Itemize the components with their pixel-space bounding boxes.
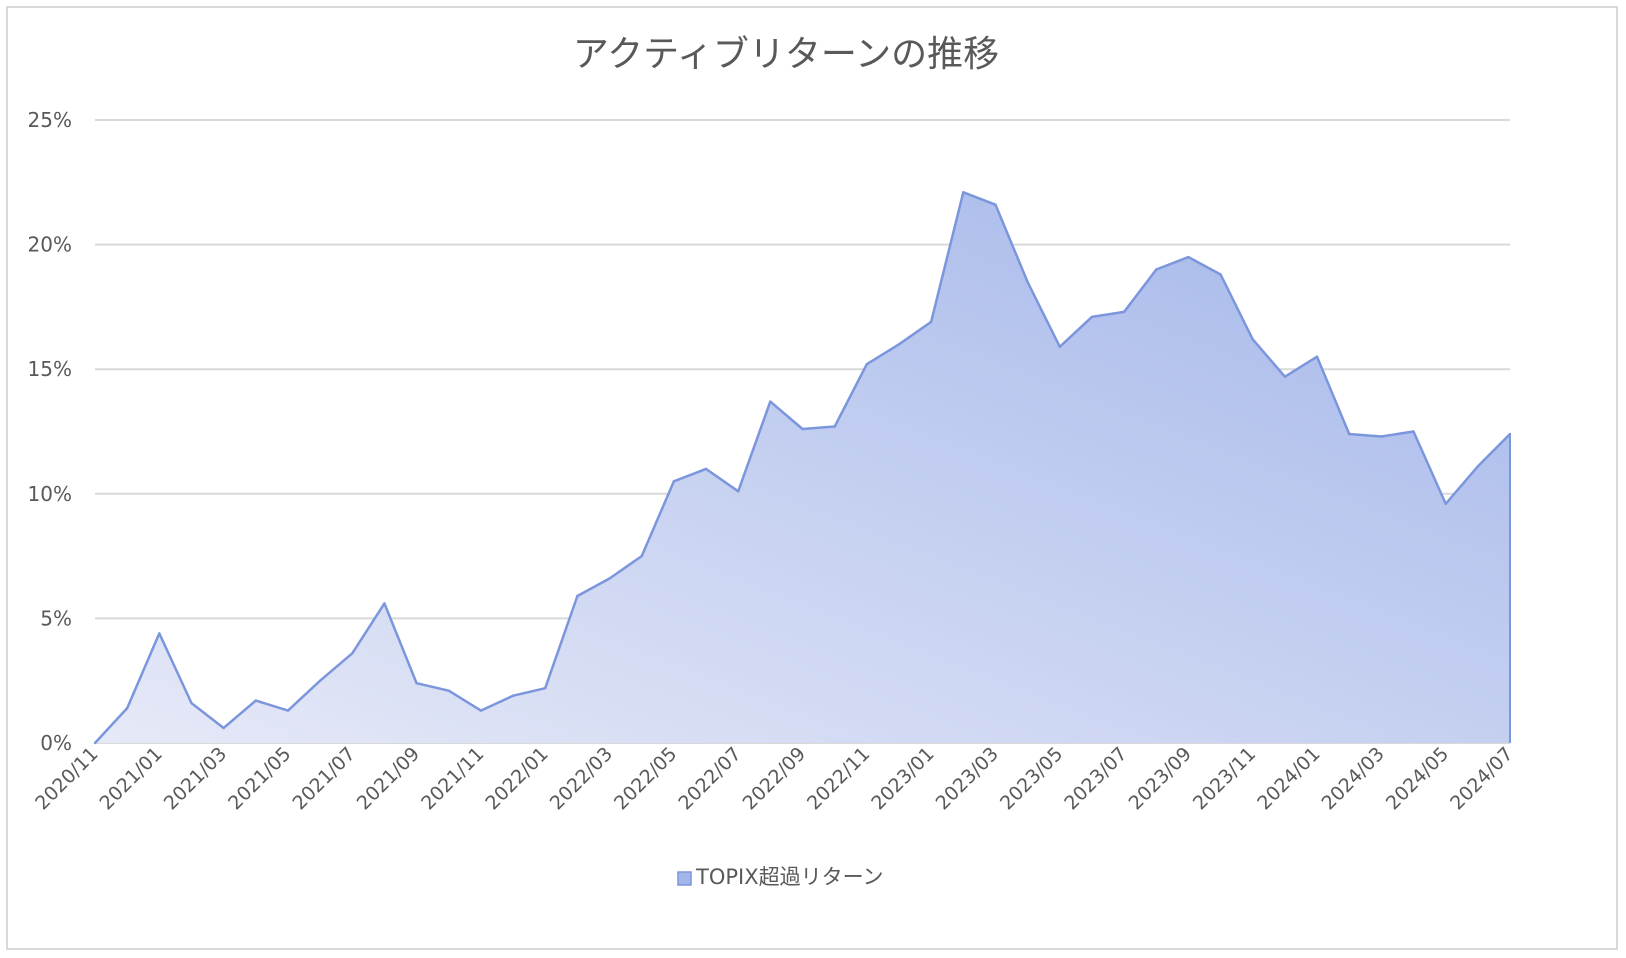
x-tick-label: 2022/01 [481,743,552,814]
y-axis-ticks: 0% 5% 10% 15% 20% 25% [28,108,72,755]
chart-title: アクティブリターンの推移 [573,34,999,75]
x-tick-label: 2021/01 [95,743,166,814]
data-point [126,706,129,710]
data-point [447,689,450,692]
y-tick-label: 0% [40,731,72,755]
data-point [962,191,965,194]
legend-swatch [677,871,692,886]
data-point [1412,430,1415,433]
x-tick-label: 2023/09 [1125,743,1196,814]
y-tick-label: 25% [28,108,72,132]
data-point [318,679,322,682]
x-tick-label: 2021/05 [224,743,295,814]
data-point [576,594,579,598]
x-tick-label: 2024/07 [1446,743,1517,814]
x-tick-label: 2023/11 [1189,743,1260,814]
data-point [1476,465,1480,468]
legend: TOPIX超過リターン [677,865,884,889]
data-point [640,554,643,558]
y-tick-label: 5% [40,606,72,630]
data-point [93,741,97,745]
series-area [93,191,1512,745]
x-tick-label: 2022/11 [803,743,874,814]
legend-label: TOPIX超過リターン [695,865,884,889]
data-point [1187,255,1190,259]
data-point [704,467,708,471]
y-tick-label: 10% [28,482,72,506]
data-point [1283,375,1287,378]
data-point [158,632,161,635]
data-point [1058,345,1062,348]
data-point [672,480,676,483]
y-tick-label: 15% [28,357,72,381]
data-point [608,577,611,580]
data-point [254,699,257,702]
x-tick-label: 2023/05 [996,743,1067,814]
data-point [383,602,386,605]
x-tick-label: 2022/09 [739,743,810,814]
data-point [994,203,997,206]
data-point [1155,268,1158,271]
data-point [544,687,547,690]
x-tick-label: 2023/01 [867,743,938,814]
data-point [1315,355,1319,358]
data-point [1380,435,1383,438]
data-point [1444,502,1447,505]
data-point [1026,280,1029,284]
data-point [737,490,740,493]
data-point [897,343,901,346]
data-point [190,701,193,705]
x-tick-label: 2021/03 [160,743,231,814]
x-tick-label: 2021/07 [288,743,359,814]
data-point [1508,432,1512,436]
x-axis-ticks: 2020/112021/012021/032021/052021/072021/… [31,743,1517,814]
area-chart: アクティブリターンの推移 0% 5% 10% 15% 20% 25% 2020/11202… [28,34,1518,889]
data-point [479,709,483,712]
x-tick-label: 2022/05 [610,743,681,814]
data-point [222,726,225,730]
data-point [351,652,354,655]
data-point [801,427,804,431]
data-point [511,694,515,697]
data-point [769,400,772,403]
data-point [1348,432,1351,436]
x-tick-label: 2021/11 [417,743,488,814]
data-point [833,425,836,428]
data-point [1122,310,1126,314]
data-point [929,320,933,324]
data-point [1251,338,1254,341]
data-point [865,363,868,366]
data-point [286,709,290,712]
x-tick-label: 2024/01 [1253,743,1324,814]
data-point [1219,273,1222,276]
x-tick-label: 2023/03 [932,743,1003,814]
area-fill [95,192,1510,744]
x-tick-label: 2024/03 [1318,743,1389,814]
x-tick-label: 2021/09 [353,743,424,814]
y-tick-label: 20% [28,233,72,257]
x-tick-label: 2022/07 [674,743,745,814]
x-tick-label: 2023/07 [1060,743,1131,814]
x-tick-label: 2022/03 [546,743,617,814]
data-point [1090,315,1094,319]
data-point [415,682,418,685]
x-tick-label: 2024/05 [1382,743,1453,814]
chart-container: アクティブリターンの推移 0% 5% 10% 15% 20% 25% 2020/11 202… [6,6,1618,950]
